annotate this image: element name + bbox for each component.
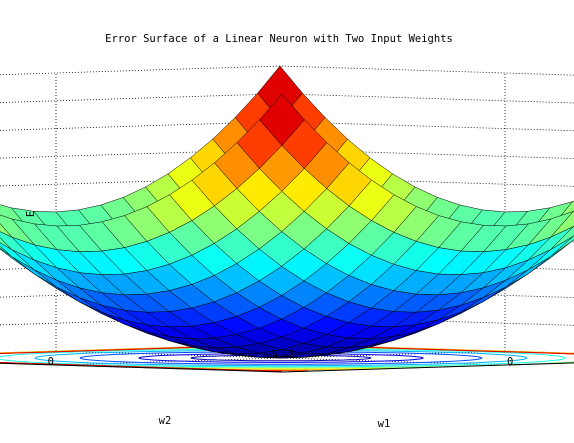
x-tick-label-0: -5 <box>282 349 295 361</box>
contour-line-2 <box>79 351 483 365</box>
contour-line-0 <box>190 354 372 362</box>
surface-patch-399 <box>259 93 305 146</box>
x-tick-label-1: 0 <box>507 356 513 368</box>
y-axis-line <box>0 362 283 373</box>
y-tick-label-1: 0 <box>48 356 54 368</box>
contour-layer <box>0 344 574 372</box>
axis-layer: 05101520253035404550-505-505 <box>0 349 574 373</box>
x-axis-line <box>281 362 574 373</box>
surface-layer <box>0 65 574 359</box>
chart-title: Error Surface of a Linear Neuron with Tw… <box>105 33 453 45</box>
x-axis-label: w1 <box>378 418 391 430</box>
contour-line-1 <box>138 353 424 363</box>
y-axis-label: w2 <box>159 415 172 427</box>
y-tick-label-0: -5 <box>265 349 278 361</box>
contour-line-3 <box>34 349 528 367</box>
contour-line-9 <box>0 344 574 372</box>
contour-line-4 <box>0 348 566 368</box>
z-axis-label: E <box>25 211 37 217</box>
